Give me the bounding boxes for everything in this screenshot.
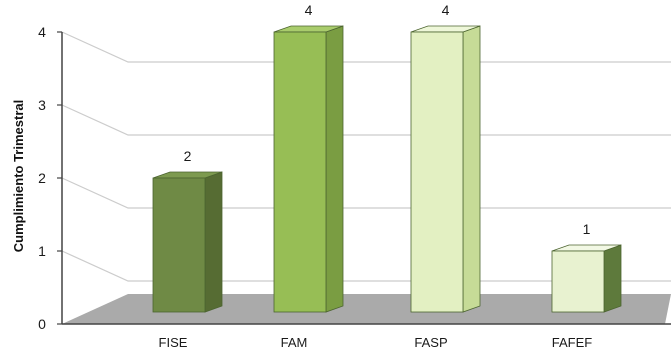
bar-side-face [204,171,223,313]
gridline [61,250,671,282]
gridline [61,177,671,209]
data-label: 4 [442,2,450,18]
y-tick-label: 4 [38,24,46,40]
data-label: 1 [583,221,591,237]
bar-front-face [551,250,605,313]
y-tick-label: 3 [38,97,46,113]
axes [57,31,671,325]
bar-side-face [603,244,622,313]
data-label: 4 [305,2,313,18]
data-label: 2 [184,148,192,164]
bar [551,244,622,313]
bar [410,25,481,313]
bar-front-face [152,177,206,313]
y-tick-label: 0 [38,316,46,332]
gridline [61,104,671,136]
gridlines [61,31,671,282]
x-tick-label: FISE [159,335,188,350]
x-tick-label: FAM [281,335,308,350]
bars [152,25,622,313]
x-tick-label: FASP [414,335,447,350]
y-tick-label: 2 [38,170,46,186]
bar [273,25,344,313]
bar-side-face [462,25,481,313]
bar-side-face [325,25,344,313]
bar-front-face [410,31,464,313]
y-axis-label: Cumplimiento Trimestral [11,100,26,252]
labels: 0 1 2 3 4 2 FISE 4 FAM 4 FASP 1 FAFEF [38,2,592,350]
x-tick-label: FAFEF [552,335,593,350]
bar-front-face [273,31,327,313]
bar [152,171,223,313]
gridline [61,31,671,63]
y-tick-label: 1 [38,243,46,259]
